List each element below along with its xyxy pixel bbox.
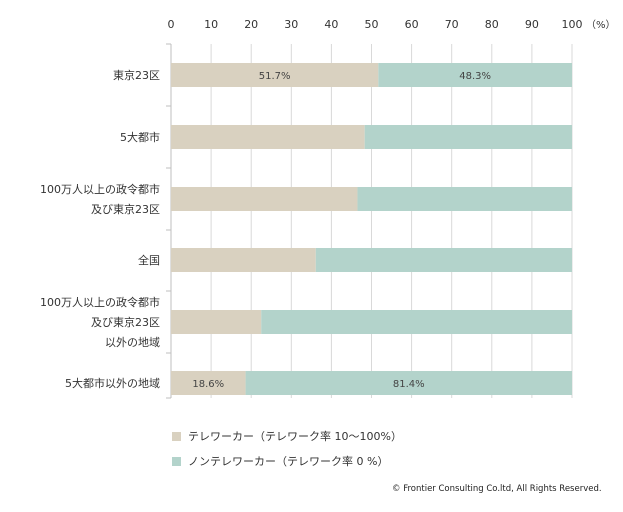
x-tick-label-60: 60 xyxy=(405,18,419,31)
category-label-1-line0: 5大都市 xyxy=(120,130,160,144)
bars-layer xyxy=(171,63,572,395)
x-tick-label-0: 0 xyxy=(168,18,175,31)
data-label-series0-category5: 18.6% xyxy=(192,379,224,390)
data-label-series1-category0: 48.3% xyxy=(459,71,491,82)
grid-layer xyxy=(166,43,573,399)
bar-series1-category1 xyxy=(364,125,572,149)
data-label-series1-category5: 81.4% xyxy=(393,379,425,390)
bar-series1-category5 xyxy=(245,371,572,395)
legend-item-non-teleworker: ノンテレワーカー（テレワーク率 0 %） xyxy=(172,453,388,469)
bar-series1-category0 xyxy=(378,63,572,87)
bar-series1-category3 xyxy=(315,248,572,272)
copyright-text: © Frontier Consulting Co.ltd, All Rights… xyxy=(392,484,602,494)
category-label-0-line0: 東京23区 xyxy=(113,68,160,82)
x-tick-label-20: 20 xyxy=(244,18,258,31)
bar-series0-category5 xyxy=(171,371,246,395)
x-tick-label-30: 30 xyxy=(284,18,298,31)
x-tick-label-80: 80 xyxy=(485,18,499,31)
bar-series0-category4 xyxy=(171,310,262,334)
category-label-5-line0: 5大都市以外の地域 xyxy=(65,376,160,390)
x-tick-label-70: 70 xyxy=(445,18,459,31)
legend-swatch-non-teleworker xyxy=(172,456,181,466)
legend-label-teleworker: テレワーカー（テレワーク率 10〜100%） xyxy=(188,430,402,443)
legend-swatch-teleworker xyxy=(172,431,181,441)
legend-label-non-teleworker: ノンテレワーカー（テレワーク率 0 %） xyxy=(188,455,389,468)
data-label-series0-category0: 51.7% xyxy=(259,71,291,82)
labels-layer: 0 10 20 30 40 50 60 70 80 90 100 （%） 東京23区 5大都市 100万人以… xyxy=(40,18,616,390)
x-tick-label-10: 10 xyxy=(204,18,218,31)
bar-series0-category0 xyxy=(171,63,379,87)
category-label-2-line1: 及び東京23区 xyxy=(91,202,160,216)
legend-item-teleworker: テレワーカー（テレワーク率 10〜100%） xyxy=(172,428,402,444)
x-tick-label-40: 40 xyxy=(324,18,338,31)
x-axis-unit: （%） xyxy=(586,19,616,31)
category-label-4-line1: 及び東京23区 xyxy=(91,315,160,329)
bar-series1-category4 xyxy=(261,310,572,334)
bar-series0-category3 xyxy=(171,248,316,272)
category-label-3-line0: 全国 xyxy=(138,253,160,267)
bar-series0-category1 xyxy=(171,125,365,149)
x-tick-label-100: 100 xyxy=(562,18,583,31)
category-label-2-line0: 100万人以上の政令都市 xyxy=(40,182,160,196)
bar-series1-category2 xyxy=(357,187,572,211)
category-label-4-line0: 100万人以上の政令都市 xyxy=(40,295,160,309)
x-tick-label-90: 90 xyxy=(525,18,539,31)
category-label-4-line2: 以外の地域 xyxy=(105,336,160,349)
x-tick-label-50: 50 xyxy=(365,18,379,31)
bar-series0-category2 xyxy=(171,187,358,211)
